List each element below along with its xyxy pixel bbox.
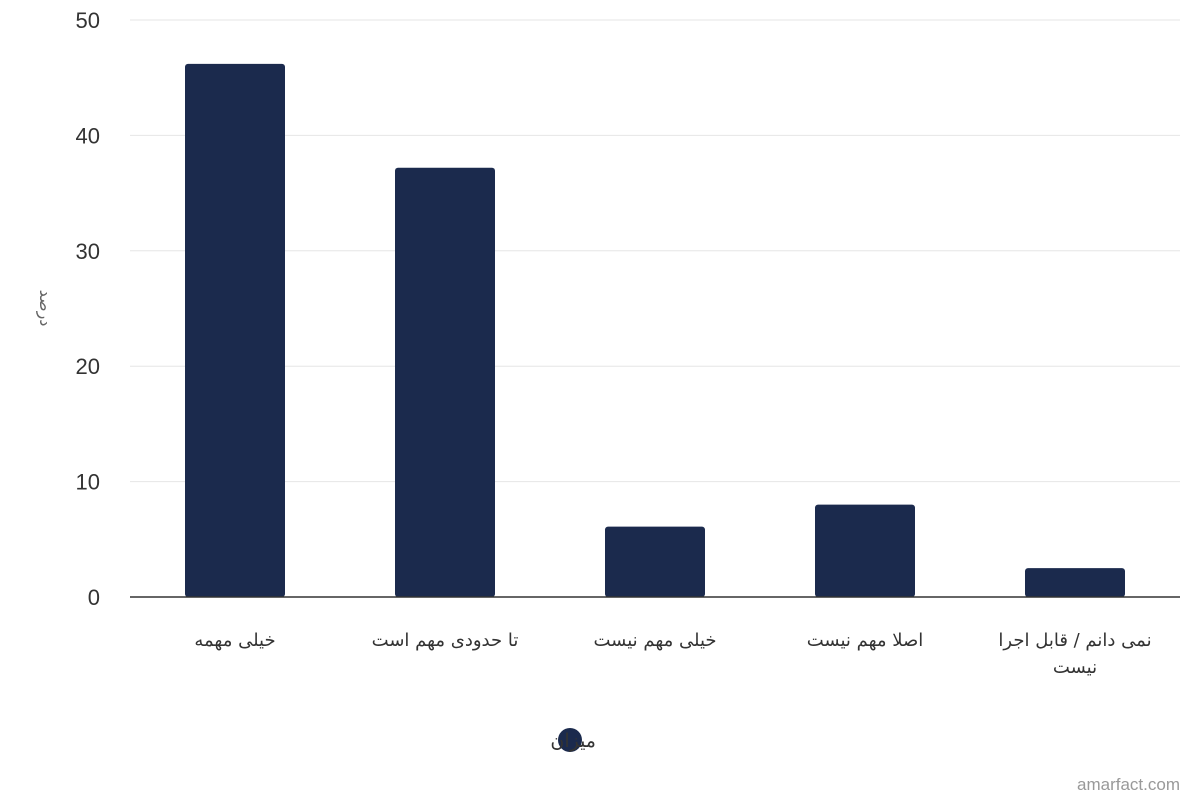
y-tick-label: 30 [76,239,100,264]
legend-marker [558,728,582,752]
x-tick-label: نیست [1053,657,1097,678]
x-tick-label: تا حدودی مهم است [372,630,519,651]
x-axis-labels: خیلی مهمه تا حدودی مهم است خیلی مهم نیست اص… [194,630,1151,678]
y-tick-label: 0 [88,585,100,610]
y-tick-label: 10 [76,470,100,495]
x-tick-label: خیلی مهم نیست [593,630,716,651]
bar[interactable] [1025,568,1125,597]
x-tick-label: نمی دانم / قابل اجرا [998,630,1151,651]
y-tick-label: 40 [76,123,100,148]
y-axis-title: درصد [35,290,55,327]
x-tick-label: اصلا مهم نیست [807,630,924,651]
bar[interactable] [815,504,915,597]
y-tick-label: 20 [76,354,100,379]
credit-link[interactable]: amarfact.com [1077,775,1180,794]
bars [185,63,1125,598]
legend[interactable]: میزان [550,728,596,752]
bar[interactable] [605,526,705,597]
y-axis-ticks: 0 10 20 30 40 50 [76,8,100,610]
gridlines [130,19,1180,483]
bar[interactable] [185,63,285,598]
legend-label: میزان [550,730,596,752]
y-tick-label: 50 [76,8,100,33]
x-tick-label: خیلی مهمه [194,630,275,651]
bar[interactable] [395,167,495,597]
